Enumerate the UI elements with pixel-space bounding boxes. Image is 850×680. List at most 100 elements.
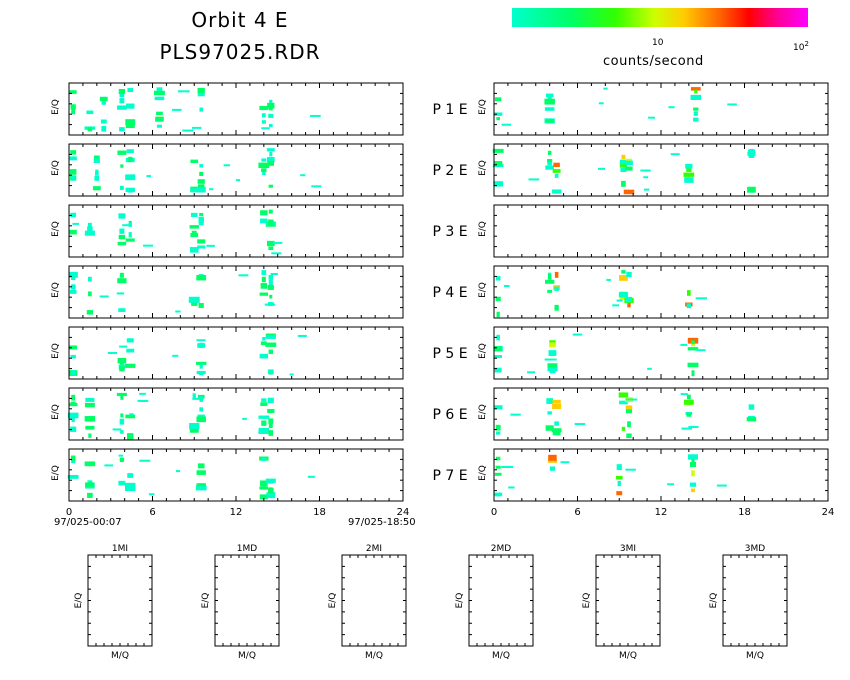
heatmap-cell: [683, 172, 695, 177]
row-label: P 5 E: [432, 346, 467, 362]
small-panel-frame: [341, 554, 407, 647]
heatmap-cell: [668, 106, 675, 109]
heatmap-cell: [94, 171, 99, 176]
heatmap-cell: [268, 124, 273, 128]
heatmap-cell: [268, 104, 273, 111]
heatmap-cell: [125, 103, 135, 109]
heatmap-cell: [156, 111, 163, 116]
heatmap-cell: [261, 168, 267, 173]
heatmap-cell: [198, 216, 204, 223]
heatmap-cell: [120, 395, 124, 400]
heatmap-cell: [155, 116, 164, 122]
heatmap-cell: [545, 279, 555, 284]
heatmap-cell: [85, 425, 95, 430]
heatmap-cell: [189, 247, 199, 253]
heatmap-cell: [139, 459, 151, 462]
heatmap-cell: [72, 222, 79, 225]
heatmap-cell: [268, 349, 273, 354]
heatmap-cell: [547, 363, 558, 369]
heatmap-cell: [268, 274, 274, 280]
heatmap-cell: [119, 92, 125, 98]
heatmap-cell: [119, 228, 125, 234]
heatmap-cell: [311, 185, 322, 188]
heatmap-cell: [198, 303, 204, 308]
heatmap-cell: [223, 164, 231, 167]
heatmap-cell: [269, 151, 273, 157]
heatmap-cell: [70, 354, 76, 359]
heatmap-cell: [687, 362, 699, 368]
heatmap-cell: [206, 244, 215, 247]
heatmap-cell: [625, 398, 638, 401]
heatmap-cell: [192, 393, 196, 400]
small-panel-frame: [595, 554, 661, 647]
small-panel-ylabel: E/Q: [455, 593, 465, 609]
colorbar-tick-100: 102: [793, 40, 809, 53]
heatmap-cell: [69, 289, 77, 294]
heatmap-cell: [683, 399, 694, 405]
title-file: PLS97025.RDR: [159, 40, 321, 64]
heatmap-cell: [172, 354, 179, 357]
heatmap-cell: [118, 213, 126, 219]
heatmap-cell: [686, 168, 692, 172]
heatmap-cell: [191, 300, 198, 306]
y-axis-label: E/Q: [51, 404, 61, 420]
heatmap-cell: [496, 117, 501, 121]
heatmap-cell: [270, 273, 278, 276]
heatmap-cell: [625, 166, 633, 171]
heatmap-cell: [619, 400, 628, 405]
heatmap-cell: [527, 371, 536, 374]
small-panel-xlabel: M/Q: [492, 651, 510, 661]
heatmap-cell: [621, 180, 626, 187]
heatmap-cell: [307, 475, 315, 478]
heatmap-cell: [120, 430, 124, 434]
heatmap-cell: [686, 303, 691, 309]
heatmap-cell: [546, 398, 554, 404]
heatmap-cell: [191, 230, 197, 234]
right-panel-frame: [493, 448, 829, 502]
heatmap-cell: [120, 164, 124, 168]
heatmap-cell: [199, 364, 203, 369]
heatmap-cell: [117, 105, 127, 110]
heatmap-cell: [199, 212, 204, 216]
heatmap-cell: [552, 403, 562, 410]
heatmap-cell: [101, 125, 107, 132]
heatmap-cell: [143, 244, 154, 247]
heatmap-cell: [199, 171, 204, 176]
heatmap-cell: [547, 411, 552, 415]
heatmap-cell: [190, 212, 198, 217]
heatmap-cell: [261, 276, 266, 283]
y-axis-label: E/Q: [478, 465, 488, 481]
heatmap-cell: [597, 167, 606, 170]
heatmap-cell: [494, 355, 502, 359]
colorbar-label: counts/second: [603, 54, 704, 69]
heatmap-cell: [195, 361, 207, 365]
heatmap-cell: [125, 123, 135, 129]
heatmap-cell: [87, 222, 92, 227]
heatmap-cell: [125, 238, 135, 242]
x-tick-label: 0: [491, 507, 497, 518]
heatmap-cell: [716, 484, 727, 487]
heatmap-cell: [99, 295, 109, 298]
y-axis-label: E/Q: [51, 282, 61, 298]
heatmap-cell: [494, 112, 503, 116]
heatmap-cell: [268, 246, 274, 251]
right-panel-frame: [493, 265, 829, 319]
heatmap-cell: [621, 154, 626, 160]
heatmap-cell: [238, 274, 249, 277]
y-axis-label: E/Q: [51, 465, 61, 481]
small-panel-xlabel: M/Q: [365, 651, 383, 661]
heatmap-cell: [196, 483, 206, 487]
heatmap-cell: [627, 421, 631, 428]
heatmap-cell: [87, 127, 93, 132]
heatmap-cell: [197, 93, 205, 97]
x-tick-label: 18: [738, 507, 751, 518]
heatmap-cell: [265, 478, 276, 483]
heatmap-cell: [71, 108, 75, 114]
heatmap-cell: [598, 102, 604, 105]
heatmap-cell: [182, 129, 194, 132]
heatmap-cell: [156, 124, 163, 128]
heatmap-cell: [510, 413, 521, 416]
heatmap-cell: [574, 423, 586, 426]
heatmap-cell: [626, 433, 632, 439]
heatmap-cell: [117, 278, 127, 284]
